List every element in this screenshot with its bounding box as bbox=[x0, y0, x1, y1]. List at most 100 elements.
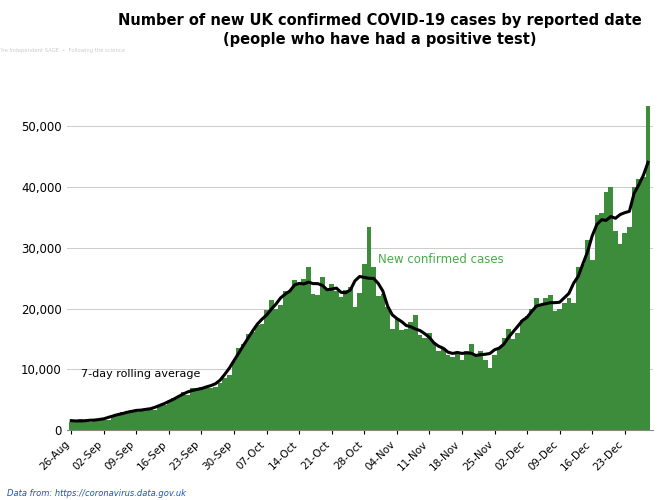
Bar bbox=[129, 410, 134, 430]
Bar bbox=[641, 177, 646, 430]
Bar bbox=[460, 360, 464, 430]
Bar bbox=[115, 415, 120, 430]
Bar bbox=[204, 388, 208, 430]
Bar bbox=[599, 213, 604, 430]
Bar bbox=[637, 178, 641, 430]
Bar bbox=[250, 332, 255, 430]
Bar bbox=[399, 330, 404, 430]
Bar bbox=[306, 267, 311, 430]
Bar bbox=[143, 409, 148, 430]
Bar bbox=[506, 328, 511, 430]
Bar bbox=[83, 420, 87, 430]
Text: indie_SAGE: indie_SAGE bbox=[18, 20, 105, 34]
Bar bbox=[497, 348, 501, 430]
Bar bbox=[297, 284, 302, 430]
Bar bbox=[394, 318, 399, 430]
Bar bbox=[548, 295, 553, 430]
Bar bbox=[543, 298, 548, 430]
Bar bbox=[427, 334, 432, 430]
Bar bbox=[446, 354, 450, 430]
Bar bbox=[525, 316, 529, 430]
Bar bbox=[264, 310, 269, 430]
Bar bbox=[157, 406, 162, 430]
Bar bbox=[358, 294, 362, 430]
Bar bbox=[227, 375, 232, 430]
Text: Data from: https://coronavirus.data.gov.uk: Data from: https://coronavirus.data.gov.… bbox=[7, 488, 186, 498]
Bar bbox=[111, 416, 115, 430]
Bar bbox=[422, 338, 427, 430]
Bar bbox=[134, 412, 139, 430]
Bar bbox=[213, 386, 218, 430]
Bar bbox=[92, 421, 97, 430]
Bar bbox=[255, 326, 260, 430]
Bar bbox=[385, 308, 390, 430]
Bar bbox=[413, 315, 418, 430]
Bar bbox=[171, 398, 176, 430]
Bar bbox=[390, 329, 394, 430]
Bar bbox=[646, 106, 651, 430]
Bar bbox=[501, 338, 506, 430]
Bar bbox=[180, 392, 185, 430]
Bar bbox=[199, 386, 204, 430]
Bar bbox=[260, 324, 264, 430]
Bar bbox=[106, 420, 111, 430]
Text: New confirmed cases: New confirmed cases bbox=[378, 253, 504, 266]
Bar bbox=[520, 320, 525, 430]
Bar bbox=[292, 280, 297, 430]
Bar bbox=[618, 244, 623, 430]
Bar bbox=[269, 300, 274, 430]
Bar bbox=[432, 342, 436, 430]
Bar bbox=[339, 297, 344, 430]
Bar bbox=[139, 411, 143, 430]
Bar bbox=[623, 233, 627, 430]
Bar bbox=[302, 279, 306, 430]
Bar bbox=[529, 310, 534, 430]
Bar bbox=[162, 406, 166, 430]
Bar bbox=[455, 352, 460, 430]
Bar bbox=[464, 351, 469, 430]
Bar bbox=[571, 302, 576, 430]
Bar bbox=[488, 368, 492, 430]
Bar bbox=[148, 408, 153, 430]
Bar bbox=[366, 227, 371, 430]
Bar bbox=[576, 267, 581, 430]
Bar bbox=[539, 306, 543, 430]
Bar bbox=[627, 227, 632, 430]
Bar bbox=[278, 306, 283, 430]
Bar bbox=[604, 192, 609, 430]
Bar bbox=[316, 294, 320, 430]
Bar bbox=[288, 290, 292, 430]
Bar bbox=[632, 187, 637, 430]
Bar bbox=[120, 412, 125, 430]
Bar bbox=[334, 291, 339, 430]
Bar bbox=[441, 348, 446, 430]
Bar bbox=[274, 309, 278, 430]
Bar bbox=[436, 351, 441, 430]
Bar bbox=[73, 422, 78, 430]
Bar bbox=[613, 232, 618, 430]
Bar bbox=[418, 335, 422, 430]
Bar bbox=[515, 332, 520, 430]
Bar bbox=[585, 240, 590, 430]
Bar bbox=[232, 362, 236, 430]
Bar bbox=[153, 410, 157, 430]
Bar bbox=[562, 302, 567, 430]
Bar bbox=[469, 344, 474, 430]
Bar bbox=[101, 419, 106, 430]
Bar bbox=[408, 322, 413, 430]
Bar bbox=[87, 422, 92, 430]
Bar bbox=[176, 396, 180, 430]
Bar bbox=[97, 419, 101, 430]
Bar bbox=[492, 354, 497, 430]
Bar bbox=[185, 395, 190, 430]
Bar bbox=[344, 290, 348, 430]
Bar bbox=[283, 290, 288, 430]
Bar bbox=[69, 422, 73, 430]
Bar bbox=[348, 287, 353, 430]
Bar bbox=[208, 388, 213, 430]
Text: 7-day rolling average: 7-day rolling average bbox=[81, 368, 200, 378]
Bar bbox=[404, 329, 408, 430]
Bar bbox=[534, 298, 539, 430]
Bar bbox=[78, 420, 83, 430]
Bar bbox=[353, 307, 358, 430]
